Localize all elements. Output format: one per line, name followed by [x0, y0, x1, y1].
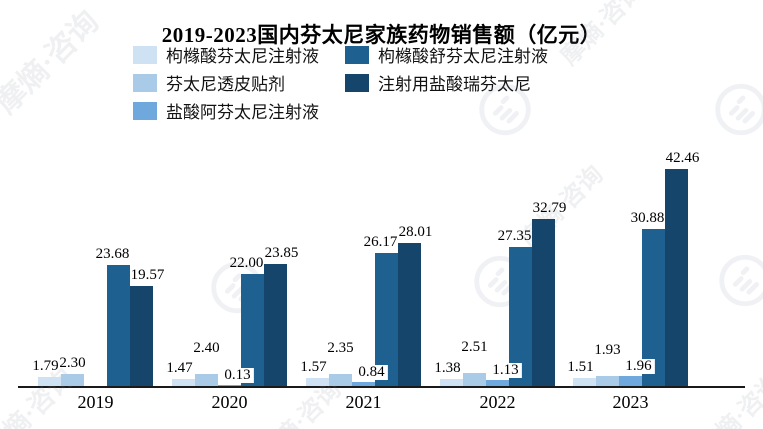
legend-label: 芬太尼透皮贴剂: [166, 75, 285, 94]
bar: [486, 380, 509, 386]
legend-label: 枸橼酸舒芬太尼注射液: [378, 47, 548, 66]
legend-label: 盐酸阿芬太尼注射液: [166, 103, 319, 122]
bar: [195, 374, 218, 386]
x-axis-label: 2020: [211, 392, 248, 412]
bar-value-label: 1.47: [166, 360, 193, 376]
bar: [463, 373, 486, 386]
bar: [172, 379, 195, 386]
legend-swatch-icon: [345, 73, 369, 92]
bar-value-label: 1.38: [434, 360, 461, 376]
bar: [218, 385, 241, 386]
chart-title: 2019-2023国内芬太尼家族药物销售额（亿元）: [161, 23, 602, 48]
bar: [61, 374, 84, 386]
bar-value-label: 22.00: [229, 255, 264, 271]
bar-value-label: 1.13: [489, 363, 522, 378]
legend: 枸橼酸芬太尼注射液 枸橼酸舒芬太尼注射液芬太尼透皮贴剂 注射用盐酸瑞芬太尼盐酸阿芬太…: [0, 42, 763, 130]
legend-label: 枸橼酸芬太尼注射液: [166, 47, 319, 66]
bar: [329, 374, 352, 386]
legend-item: 枸橼酸舒芬太尼注射液: [345, 42, 548, 66]
bar-value-label: 27.35: [497, 228, 532, 244]
legend-swatch-icon: [345, 45, 369, 64]
bar: [398, 243, 421, 386]
legend-item: 枸橼酸芬太尼注射液: [133, 42, 319, 66]
bar-value-label: 23.85: [264, 245, 299, 261]
legend-item: 盐酸阿芬太尼注射液: [133, 98, 319, 122]
bar-value-label: 32.79: [532, 200, 567, 216]
legend-swatch-icon: [133, 73, 157, 92]
bar: [532, 219, 555, 386]
bar: [665, 169, 688, 386]
bar-value-label: 23.68: [95, 246, 130, 262]
legend-swatch-icon: [133, 45, 157, 64]
bar: [306, 378, 329, 386]
legend-label: 注射用盐酸瑞芬太尼: [378, 75, 531, 94]
bar-value-label: 2.40: [193, 340, 220, 356]
bar: [352, 382, 375, 386]
bar: [107, 265, 130, 386]
bar-value-label: 0.13: [221, 368, 254, 383]
chart-area: 1.79 2.30 23.68 19.57 2019 1.47 2.40 0.13 22.00 2…: [0, 130, 763, 429]
bar-value-label: 2.35: [327, 340, 354, 356]
bar-value-label: 42.46: [665, 150, 700, 166]
x-axis-label: 2019: [77, 392, 114, 412]
bar: [619, 376, 642, 386]
bar-value-label: 0.84: [355, 365, 388, 380]
bar: [264, 264, 287, 386]
legend-swatch-icon: [133, 101, 157, 120]
x-axis-label: 2021: [345, 392, 382, 412]
bar: [440, 379, 463, 386]
bar: [241, 274, 264, 386]
bar-value-label: 1.93: [594, 342, 621, 358]
bar-value-label: 28.01: [398, 224, 433, 240]
bar-value-label: 1.57: [300, 359, 327, 375]
bar: [130, 286, 153, 386]
bar-value-label: 26.17: [363, 234, 398, 250]
bar: [573, 378, 596, 386]
bar-value-label: 1.96: [622, 359, 655, 374]
x-axis-label: 2022: [479, 392, 516, 412]
x-axis-line: [18, 386, 745, 388]
bar-value-label: 30.88: [630, 210, 665, 226]
bar: [509, 247, 532, 386]
bar: [375, 253, 398, 386]
bar-value-label: 19.57: [130, 267, 165, 283]
bar: [596, 376, 619, 386]
bar-value-label: 2.51: [461, 339, 488, 355]
x-axis-label: 2023: [612, 392, 649, 412]
bar-value-label: 1.51: [567, 359, 594, 375]
legend-item: 芬太尼透皮贴剂: [133, 70, 285, 94]
bar: [38, 377, 61, 386]
bar-value-label: 1.79: [32, 358, 59, 374]
legend-item: 注射用盐酸瑞芬太尼: [345, 70, 531, 94]
bar-value-label: 2.30: [59, 355, 86, 371]
bar: [642, 229, 665, 386]
